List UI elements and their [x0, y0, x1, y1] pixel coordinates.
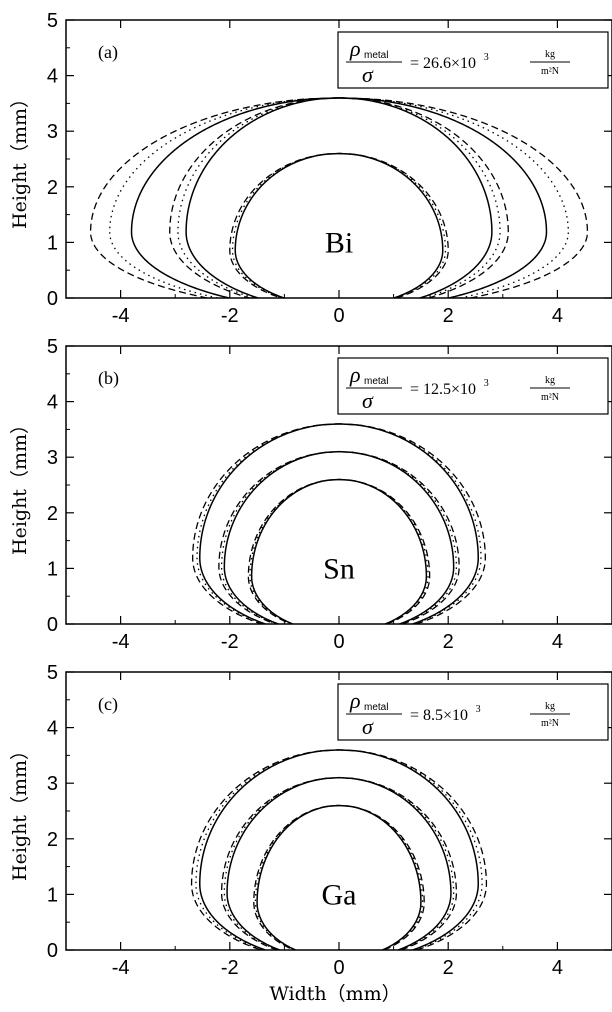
- unit-top: kg: [545, 701, 555, 712]
- dotted-profile: [196, 423, 482, 624]
- y-tick-label: 1: [47, 884, 58, 906]
- panel-label: (b): [98, 368, 119, 389]
- x-tick-label: 0: [333, 305, 344, 327]
- ratio-subscript: metal: [364, 376, 388, 387]
- y-tick-label: 3: [47, 447, 58, 469]
- ratio-numerator: ρ: [349, 362, 361, 387]
- x-tick-label: 4: [552, 631, 563, 653]
- x-tick-label: 0: [333, 631, 344, 653]
- metal-label: Sn: [323, 552, 355, 585]
- y-tick-label: 3: [47, 773, 58, 795]
- x-tick-label: -2: [221, 957, 239, 979]
- y-tick-label: 1: [47, 232, 58, 254]
- ratio-exponent: 3: [476, 704, 481, 715]
- ratio-value: = 8.5×10: [410, 707, 468, 724]
- x-tick-label: -4: [112, 305, 130, 327]
- solid-profile: [234, 152, 444, 298]
- drop-curves: [190, 749, 488, 950]
- y-tick-label: 2: [47, 829, 58, 851]
- equation-box: [337, 683, 609, 741]
- solid-profile: [199, 749, 479, 950]
- metal-label: Bi: [325, 226, 353, 259]
- solid-profile: [256, 804, 422, 950]
- ratio-denominator: σ: [362, 714, 374, 739]
- y-axis-title: Height（mm）: [9, 89, 31, 229]
- unit-bottom: m²N: [541, 718, 559, 729]
- metal-label: Ga: [322, 878, 357, 911]
- y-tick-label: 0: [47, 940, 58, 962]
- y-tick-label: 5: [47, 10, 58, 32]
- x-tick-label: 2: [443, 631, 454, 653]
- dotted-profile: [177, 97, 501, 298]
- x-tick-label: -2: [221, 631, 239, 653]
- y-tick-label: 2: [47, 177, 58, 199]
- x-tick-label: -4: [112, 957, 130, 979]
- y-tick-label: 5: [47, 336, 58, 358]
- dashed-profile: [192, 423, 486, 624]
- unit-top: kg: [545, 49, 555, 60]
- solid-profile: [226, 776, 452, 950]
- solid-profile: [250, 478, 428, 624]
- x-tick-label: 0: [333, 957, 344, 979]
- x-tick-label: 2: [443, 957, 454, 979]
- ratio-numerator: ρ: [349, 688, 361, 713]
- ratio-exponent: 3: [484, 52, 489, 63]
- x-axis-title: Width（mm）: [269, 983, 400, 1005]
- dotted-profile: [223, 776, 455, 950]
- solid-profile: [199, 423, 479, 624]
- dotted-profile: [249, 478, 429, 624]
- y-tick-label: 4: [47, 718, 58, 740]
- y-tick-label: 2: [47, 503, 58, 525]
- unit-bottom: m²N: [541, 66, 559, 77]
- y-axis-title: Height（mm）: [9, 415, 31, 555]
- ratio-subscript: metal: [364, 50, 388, 61]
- y-tick-label: 4: [47, 66, 58, 88]
- x-tick-label: 2: [443, 305, 454, 327]
- solid-profile: [223, 450, 455, 624]
- dotted-profile: [195, 749, 483, 950]
- panel-ga: 0 1 2 3 4 5 -4 -2 0 2 4 Height（mm） Width（mm） (c) Ga ρ me…: [9, 662, 612, 1005]
- panel-label: (c): [98, 694, 118, 715]
- y-tick-label: 1: [47, 558, 58, 580]
- ratio-denominator: σ: [362, 388, 374, 413]
- equation-box: [337, 31, 609, 89]
- ratio-exponent: 3: [484, 378, 489, 389]
- y-tick-label: 0: [47, 614, 58, 636]
- dashed-profile: [220, 776, 458, 950]
- y-tick-label: 4: [47, 392, 58, 414]
- y-axis-title: Height（mm）: [9, 741, 31, 881]
- y-tick-label: 5: [47, 662, 58, 684]
- y-tick-label: 0: [47, 288, 58, 310]
- unit-top: kg: [545, 375, 555, 386]
- panel-label: (a): [98, 42, 118, 63]
- dotted-profile: [109, 97, 569, 298]
- dashed-profile: [169, 97, 509, 298]
- ratio-subscript: metal: [364, 702, 388, 713]
- ratio-value: = 12.5×10: [410, 381, 476, 398]
- x-tick-label: -4: [112, 631, 130, 653]
- x-tick-label: -2: [221, 305, 239, 327]
- x-tick-label: 4: [552, 305, 563, 327]
- dashed-profile: [89, 97, 589, 298]
- drop-curves: [192, 423, 486, 624]
- equation-box: [337, 357, 609, 415]
- ratio-value: = 26.6×10: [410, 55, 476, 72]
- x-tick-label: 4: [552, 957, 563, 979]
- ratio-numerator: ρ: [349, 36, 361, 61]
- solid-profile: [130, 97, 548, 298]
- unit-bottom: m²N: [541, 392, 559, 403]
- ratio-denominator: σ: [362, 62, 374, 87]
- y-tick-label: 3: [47, 121, 58, 143]
- drop-curves: [89, 97, 589, 298]
